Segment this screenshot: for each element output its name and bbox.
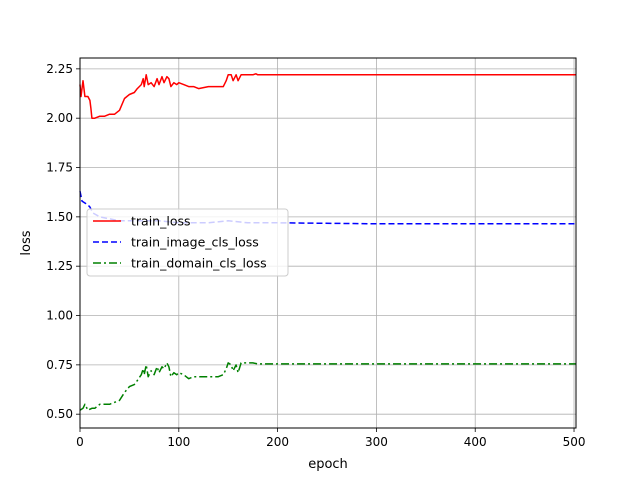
- x-tick-label: 500: [563, 435, 586, 449]
- x-tick-label: 100: [167, 435, 190, 449]
- y-tick-label: 2.00: [46, 111, 73, 125]
- y-tick-label: 1.50: [46, 210, 73, 224]
- y-tick-label: 0.50: [46, 407, 73, 421]
- x-tick-label: 200: [266, 435, 289, 449]
- x-axis-label: epoch: [308, 457, 348, 472]
- series-line-train-loss: [79, 73, 576, 119]
- axis-ticks: 0 100 200 300 400 500 0.50 0.75 1.00 1.25 1.50 1.75…: [46, 62, 585, 449]
- y-tick-label: 0.75: [46, 358, 73, 372]
- y-tick-label: 2.25: [46, 62, 73, 76]
- legend-label: train_image_cls_loss: [131, 235, 259, 250]
- series-line-train-domain-cls-loss: [79, 362, 576, 411]
- x-tick-label: 300: [365, 435, 388, 449]
- x-tick-label: 400: [464, 435, 487, 449]
- legend-label: train_domain_cls_loss: [131, 256, 267, 271]
- x-tick-label: 0: [76, 435, 84, 449]
- y-tick-label: 1.75: [46, 161, 73, 175]
- y-tick-label: 1.25: [46, 259, 73, 273]
- legend: train_loss train_image_cls_loss train_doma…: [86, 208, 289, 277]
- legend-box: [86, 208, 289, 277]
- plot-frame: [79, 57, 577, 429]
- legend-label: train_loss: [131, 214, 191, 229]
- y-tick-label: 1.00: [46, 309, 73, 323]
- y-axis-label: loss: [19, 230, 34, 255]
